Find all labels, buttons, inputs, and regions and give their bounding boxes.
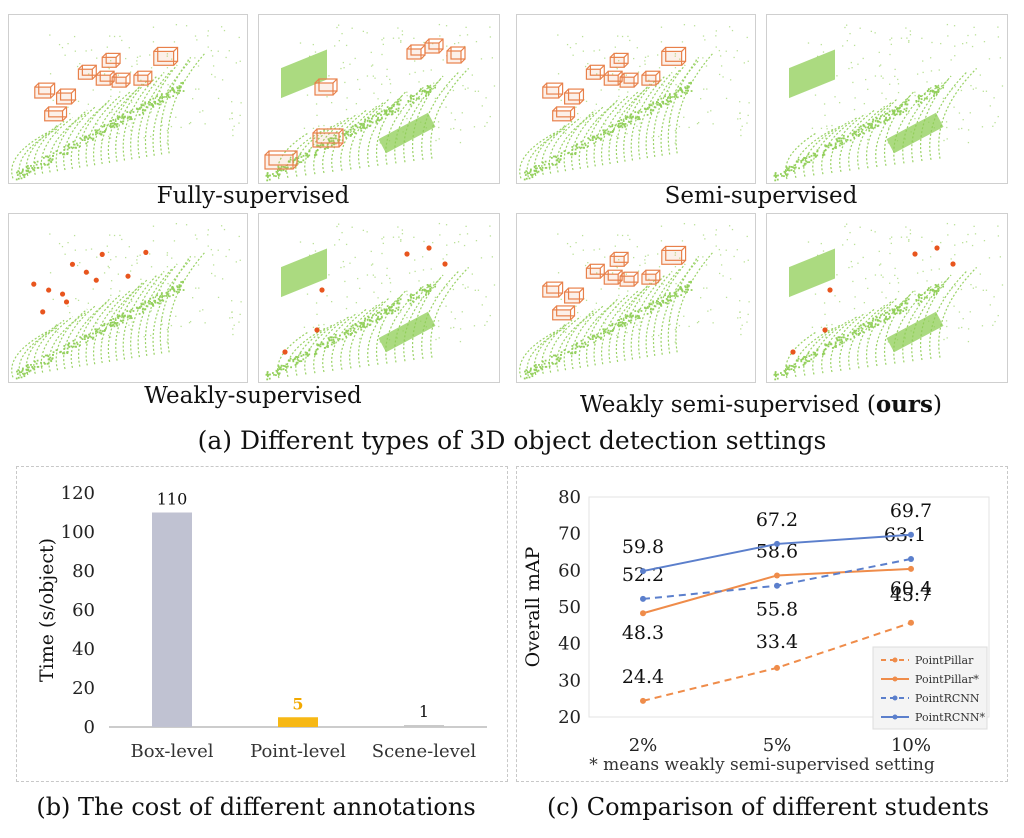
point-data-label: 33.4: [756, 631, 798, 653]
caption-a: (a) Different types of 3D object detecti…: [197, 426, 827, 455]
y-tick-label: 30: [558, 670, 581, 691]
x-tick-label: 5%: [763, 735, 792, 756]
chart-legend: PointPillar PointPillar* PointRCNN PointRCN…: [872, 646, 988, 730]
label-wss-prefix: Weakly semi-supervised (: [580, 392, 876, 418]
lidar-semi-left: [516, 14, 756, 184]
series-point: [908, 619, 914, 626]
legend-entry: PointRCNN*: [915, 711, 986, 724]
lidar-semi-right-svg: [773, 23, 1004, 182]
series-line-2: [642, 557, 912, 600]
series-point: [908, 555, 914, 562]
label-fully-supervised: Fully-supervised: [156, 183, 350, 209]
y-tick-label: 80: [72, 561, 95, 582]
bar-scene-level: [404, 725, 444, 727]
lidar-wss-left-svg: [519, 223, 750, 380]
bar-data-label: 110: [157, 490, 188, 509]
x-tick-label: Box-level: [131, 741, 214, 762]
caption-c: (c) Comparison of different students: [546, 793, 990, 821]
y-axis-label: Overall mAP: [522, 546, 544, 667]
series-point: [640, 697, 646, 704]
lidar-wss-right: [766, 213, 1008, 383]
series-point: [774, 664, 780, 671]
panel-b-frame: 0 20 40 60 80 100 120 Time (s/object) 110 Box-lev…: [16, 466, 508, 782]
point-data-label: 67.2: [756, 509, 798, 531]
lidar-fully-left: [8, 14, 248, 184]
y-tick-label: 40: [72, 639, 95, 660]
x-tick-label: 2%: [629, 735, 658, 756]
plot-area: [588, 496, 990, 718]
y-axis-label: Time (s/object): [36, 538, 58, 682]
point-data-label: 45.7: [890, 584, 932, 606]
series-point: [774, 572, 780, 579]
lidar-semi-left-svg: [519, 24, 750, 181]
lidar-fully-left-svg: [11, 24, 242, 181]
y-tick-label: 40: [558, 634, 581, 655]
y-tick-label: 60: [558, 560, 581, 581]
y-tick-label: 50: [558, 597, 581, 618]
y-tick-label: 80: [558, 487, 581, 508]
bar-point-level: [278, 717, 318, 727]
y-tick-label: 20: [72, 678, 95, 699]
series-point: [640, 568, 646, 575]
label-weakly-supervised: Weakly-supervised: [144, 383, 362, 409]
y-tick-label: 60: [72, 600, 95, 621]
y-tick-label: 0: [84, 717, 95, 738]
legend-entry: PointPillar*: [915, 673, 979, 686]
lidar-weakly-right: [258, 213, 500, 383]
lidar-fully-right-svg: [264, 23, 496, 182]
lidar-wss-left: [516, 213, 756, 383]
y-tick-label: 70: [558, 524, 581, 545]
legend-entry: PointPillar: [915, 654, 974, 667]
chart-footnote: * means weakly semi-supervised setting: [589, 755, 935, 775]
y-tick-label: 100: [61, 522, 95, 543]
series-point: [774, 540, 780, 547]
series-point: [640, 595, 646, 602]
x-tick-label: Point-level: [250, 741, 346, 762]
label-wss-ours: ours: [875, 391, 933, 418]
lidar-weakly-right-svg: [265, 222, 496, 381]
label-semi-supervised: Semi-supervised: [664, 183, 858, 209]
bar-data-label: 5: [292, 694, 303, 713]
series-point: [640, 610, 646, 617]
bar-chart: 0 20 40 60 80 100 120 Time (s/object) 110 Box-lev…: [36, 483, 487, 762]
series-point: [774, 582, 780, 589]
series-point: [908, 565, 914, 572]
x-tick-label: Scene-level: [372, 741, 477, 762]
bar-box-level: [152, 512, 192, 727]
point-data-label: 59.8: [622, 536, 664, 558]
y-tick-label: 20: [558, 707, 581, 728]
lidar-weakly-left: [8, 213, 248, 383]
y-tick-label: 120: [61, 483, 95, 504]
point-data-label: 69.7: [890, 500, 932, 522]
x-tick-label: 10%: [891, 735, 931, 756]
panel-c-frame: 20 30 40 50 60 70 80 Overall mAP 2% 5% 10% 24.4 33.4…: [516, 466, 1008, 782]
line-chart: 20 30 40 50 60 70 80 Overall mAP 2% 5% 10% 24.4 33.4…: [522, 487, 990, 775]
point-data-label: 55.8: [756, 599, 798, 621]
caption-b: (b) The cost of different annotations: [36, 793, 476, 821]
lidar-semi-right: [766, 14, 1008, 184]
point-data-label: 24.4: [622, 666, 664, 688]
point-data-label: 60.4: [890, 578, 932, 600]
legend-entry: PointRCNN: [915, 692, 980, 705]
lidar-weakly-left-svg: [11, 223, 242, 380]
label-wss-suffix: ): [932, 392, 942, 418]
series-point: [908, 531, 914, 538]
point-data-label: 48.3: [622, 622, 664, 644]
lidar-wss-right-svg: [773, 222, 1004, 381]
bar-data-label: 1: [419, 702, 429, 721]
lidar-fully-right: [258, 14, 500, 184]
label-weakly-semi-supervised: Weakly semi-supervised (ours): [516, 391, 1006, 418]
